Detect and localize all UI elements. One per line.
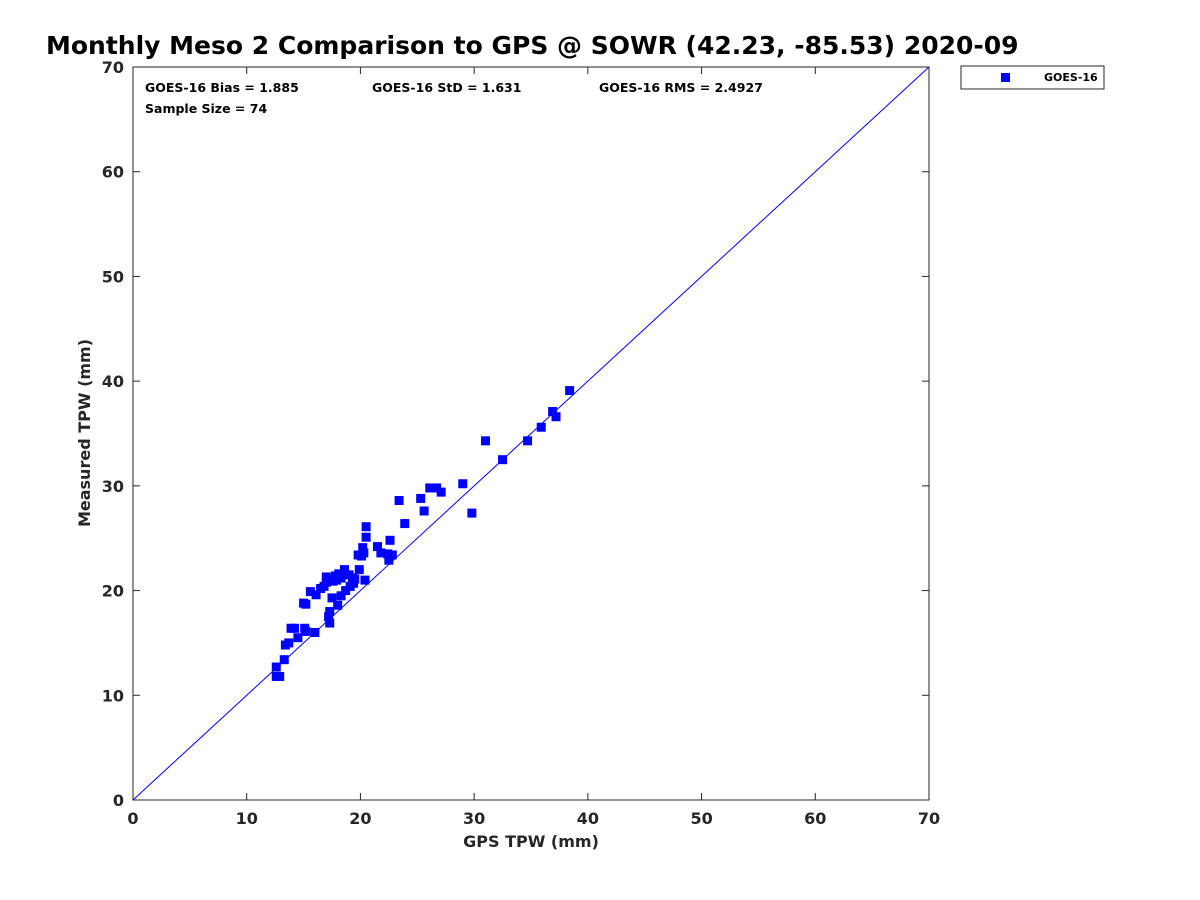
- bias-annotation: GOES-16 Bias = 1.885: [145, 80, 299, 95]
- data-point: [358, 543, 368, 553]
- data-point: [458, 479, 468, 489]
- data-point: [325, 607, 335, 617]
- data-point: [548, 407, 558, 417]
- one-to-one-line: [132, 66, 930, 801]
- x-tick-label: 10: [236, 809, 258, 828]
- x-axis-label: GPS TPW (mm): [463, 832, 599, 851]
- data-point: [416, 493, 426, 503]
- std-annotation: GOES-16 StD = 1.631: [372, 80, 521, 95]
- data-point: [327, 593, 337, 603]
- data-point: [333, 600, 343, 610]
- y-tick-label: 30: [102, 477, 124, 496]
- data-point: [523, 436, 533, 446]
- data-point: [419, 506, 429, 516]
- data-point: [311, 590, 321, 600]
- x-tick-label: 70: [918, 809, 940, 828]
- data-point: [275, 671, 285, 681]
- data-point: [305, 587, 315, 597]
- data-point: [289, 623, 299, 633]
- data-point: [383, 549, 393, 559]
- data-point: [372, 542, 382, 552]
- data-point: [565, 386, 575, 396]
- y-tick-label: 60: [102, 163, 124, 182]
- data-point: [400, 519, 410, 529]
- data-point: [325, 618, 335, 628]
- data-point: [336, 591, 346, 601]
- data-point: [301, 599, 311, 609]
- data-point: [354, 565, 364, 575]
- x-tick-label: 50: [690, 809, 712, 828]
- data-point: [361, 532, 371, 542]
- data-point: [361, 522, 371, 532]
- data-point: [301, 626, 311, 636]
- legend-box: [960, 65, 1105, 90]
- data-point: [432, 483, 442, 493]
- data-point: [481, 436, 491, 446]
- x-tick-label: 0: [127, 809, 138, 828]
- y-tick-label: 50: [102, 267, 124, 286]
- data-point: [350, 574, 360, 584]
- data-point: [387, 550, 397, 560]
- y-tick-label: 10: [102, 686, 124, 705]
- data-point: [336, 573, 346, 583]
- data-point: [324, 612, 334, 622]
- chart-title: Monthly Meso 2 Comparison to GPS @ SOWR …: [46, 31, 1019, 60]
- data-point: [498, 455, 508, 465]
- data-points: [271, 386, 575, 681]
- data-point: [436, 487, 446, 497]
- x-tick-label: 20: [349, 809, 371, 828]
- data-point: [271, 662, 281, 672]
- data-point: [284, 638, 294, 648]
- data-point: [536, 422, 546, 432]
- data-point: [384, 555, 394, 565]
- y-tick-label: 0: [113, 791, 124, 810]
- reference-line-group: [132, 66, 930, 801]
- data-point: [360, 575, 370, 585]
- legend-label: GOES-16: [1044, 71, 1098, 84]
- sample-size-annotation: Sample Size = 74: [145, 101, 267, 116]
- y-tick-label: 20: [102, 582, 124, 601]
- axis-ticks: 0 10 20 30 40 50 60 70 0 10 20 30 40 50 60 70: [102, 58, 940, 828]
- data-point: [467, 508, 477, 518]
- data-point: [332, 575, 342, 585]
- data-point: [376, 548, 386, 558]
- x-tick-label: 30: [463, 809, 485, 828]
- x-tick-label: 60: [804, 809, 826, 828]
- data-point: [341, 586, 351, 596]
- data-point: [551, 412, 561, 422]
- rms-annotation: GOES-16 RMS = 2.4927: [599, 80, 763, 95]
- data-point: [340, 565, 350, 575]
- data-point: [310, 627, 320, 637]
- data-point: [293, 633, 303, 643]
- y-tick-label: 70: [102, 58, 124, 77]
- data-point: [425, 483, 435, 493]
- legend: GOES-16: [960, 65, 1105, 90]
- data-point: [394, 496, 404, 506]
- data-point: [385, 535, 395, 545]
- y-axis-label: Measured TPW (mm): [75, 339, 94, 527]
- x-tick-label: 40: [577, 809, 599, 828]
- y-tick-label: 40: [102, 372, 124, 391]
- legend-marker: [1001, 73, 1010, 82]
- data-point: [359, 548, 369, 558]
- data-point: [279, 655, 289, 665]
